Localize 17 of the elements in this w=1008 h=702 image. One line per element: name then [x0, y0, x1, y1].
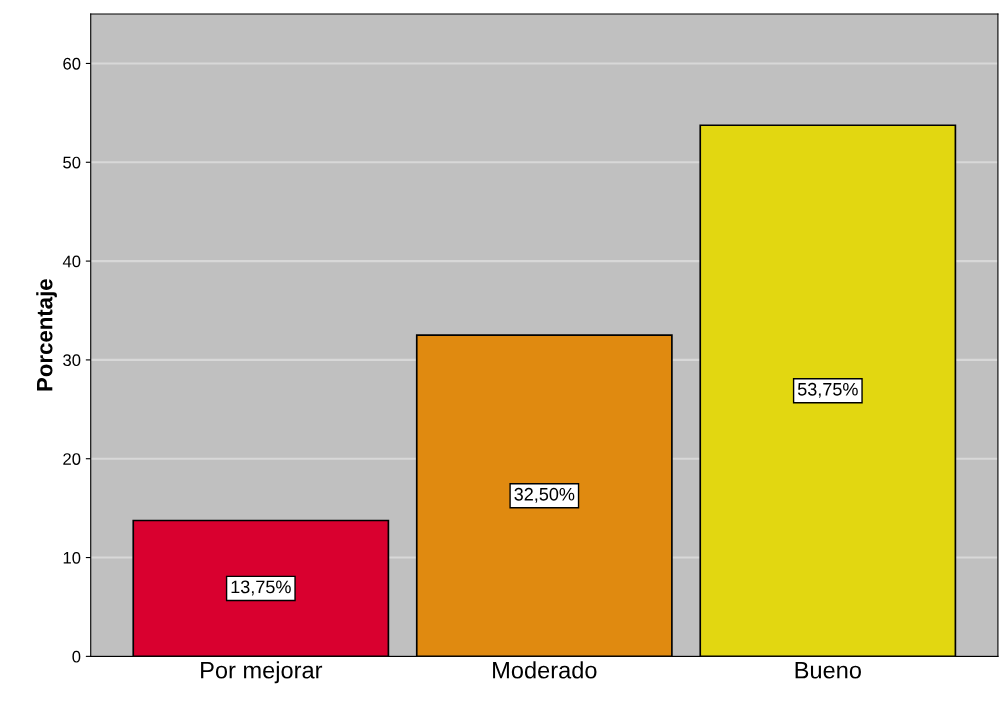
y-axis-title: Porcentaje: [36, 279, 57, 391]
bar: [132, 519, 390, 657]
y-tick-label: 40: [62, 255, 81, 268]
bar: [699, 124, 957, 657]
y-tick-label: 20: [63, 453, 81, 465]
data-label: 13,75%: [231, 580, 291, 596]
x-tick-label: Bueno: [795, 662, 861, 679]
y-tick-label: 10: [63, 551, 81, 564]
data-label: 32,50%: [514, 487, 575, 503]
y-tick-label: 50: [63, 156, 81, 169]
y-tick-label: 0: [72, 650, 81, 663]
x-tick-label: Por mejorar: [201, 661, 323, 684]
y-tick-label: 30: [63, 354, 81, 367]
y-tick-label: 60: [63, 57, 81, 70]
data-label: 53,75%: [797, 382, 858, 398]
bar: [415, 334, 673, 657]
x-tick-label: Moderado: [493, 661, 597, 679]
